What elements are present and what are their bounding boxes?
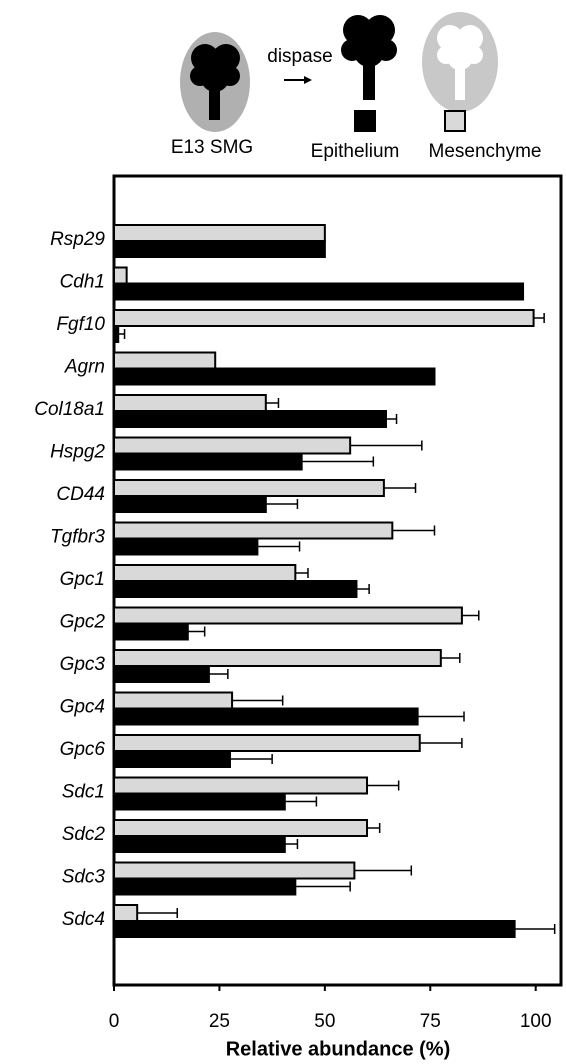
bar (114, 709, 418, 725)
bar (114, 565, 295, 581)
y-tick-label: Sdc1 (62, 782, 105, 803)
y-tick-label: Sdc2 (62, 824, 106, 845)
chart: dispase E13 SMG Relative abundance (%) E… (0, 0, 566, 1064)
epithelium-shape (341, 15, 397, 100)
x-tick-label: 100 (520, 1011, 552, 1032)
arrow-head (304, 76, 312, 84)
bar (114, 794, 285, 810)
diagram: dispase E13 SMG (171, 12, 498, 158)
legend-swatch (355, 111, 375, 131)
bar (114, 268, 127, 284)
bar (114, 539, 257, 555)
y-tick-label: Gpc4 (60, 697, 105, 718)
y-tick-label: Gpc6 (60, 739, 106, 760)
bar (114, 693, 232, 709)
bar (114, 650, 441, 666)
y-tick-label: Cdh1 (60, 272, 105, 293)
legend-label: Mesenchyme (429, 141, 542, 162)
annotation: E13 SMG (171, 137, 253, 158)
bar (114, 666, 209, 682)
bar (114, 879, 295, 895)
bar (114, 353, 215, 369)
x-axis-label: Relative abundance (%) (226, 1038, 451, 1060)
x-tick-label: 50 (314, 1011, 335, 1032)
y-tick-label: Agrn (64, 357, 105, 378)
bar (114, 863, 354, 879)
x-tick-label: 75 (420, 1011, 441, 1032)
y-tick-label: Col18a1 (34, 399, 105, 420)
y-tick-label: Hspg2 (50, 442, 105, 463)
bar (114, 411, 386, 427)
annotation: dispase (267, 46, 333, 67)
y-tick-label: Fgf10 (56, 314, 105, 335)
bar (114, 480, 384, 496)
bar (114, 751, 230, 767)
bar (114, 438, 350, 454)
x-tick-label: 25 (209, 1011, 230, 1032)
legend-label: Epithelium (311, 141, 400, 162)
bar (114, 581, 356, 597)
y-tick-label: Gpc2 (60, 612, 106, 633)
bar (114, 326, 118, 342)
bar (114, 454, 302, 470)
y-tick-label: CD44 (56, 484, 105, 505)
bar (114, 624, 188, 640)
y-tick-label: Sdc3 (62, 867, 106, 888)
bar (114, 735, 420, 751)
bar (114, 820, 367, 836)
bar (114, 369, 434, 385)
y-tick-label: Rsp29 (50, 229, 105, 250)
y-tick-label: Gpc3 (60, 654, 106, 675)
bar (114, 284, 523, 300)
bar (114, 395, 266, 411)
bar (114, 836, 285, 852)
bar (114, 496, 266, 512)
bar (114, 905, 137, 921)
y-tick-label: Tgfbr3 (50, 527, 105, 548)
bar (114, 241, 325, 257)
x-tick-label: 0 (109, 1011, 120, 1032)
bar (114, 523, 392, 539)
bar (114, 310, 534, 326)
bar (114, 921, 515, 937)
legend-swatch (445, 111, 465, 131)
y-tick-label: Sdc4 (62, 909, 105, 930)
bar (114, 225, 325, 241)
bar (114, 778, 367, 794)
bar (114, 608, 462, 624)
y-tick-label: Gpc1 (60, 569, 105, 590)
